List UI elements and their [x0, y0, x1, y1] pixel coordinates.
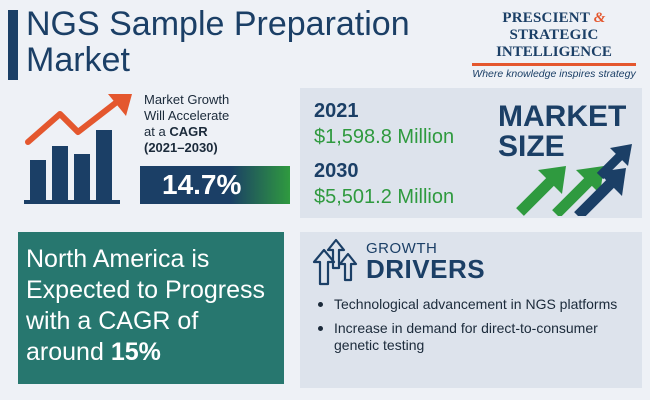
growth-panel: Market Growth Will Accelerate at a CAGR … — [8, 86, 290, 218]
growth-text: Market Growth Will Accelerate at a CAGR … — [144, 92, 284, 156]
logo-line-1: PRESCIENT & STRATEGIC — [466, 10, 642, 44]
growth-line-1: Market Growth — [144, 92, 230, 107]
market-size-label: MARKET SIZE — [498, 102, 626, 162]
logo-ampersand: & — [593, 10, 606, 26]
list-item: Increase in demand for direct-to-consume… — [314, 320, 634, 354]
growth-line-3-prefix: at a — [144, 124, 166, 139]
north-america-text: North America is Expected to Progress wi… — [26, 244, 282, 368]
market-size-panel: 2021 $1,598.8 Million 2030 $5,501.2 Mill… — [300, 88, 642, 218]
market-size-label-2: SIZE — [498, 130, 565, 163]
bar-chart-growth-icon — [24, 94, 132, 204]
na-line-3: with a CAGR of — [26, 307, 199, 335]
market-size-label-1: MARKET — [498, 100, 627, 133]
title-line-1: NGS Sample Preparation — [26, 5, 410, 43]
na-line-4-prefix: around — [26, 338, 104, 366]
growth-drivers-panel: GROWTH DRIVERS Technological advancement… — [300, 232, 642, 388]
growth-line-3: at a CAGR — [144, 124, 284, 140]
page-title: NGS Sample Preparation Market — [26, 6, 466, 78]
growth-arrows-icon — [312, 238, 358, 286]
logo-line-2: INTELLIGENCE — [496, 44, 612, 60]
value-2021: $1,598.8 Million — [314, 126, 455, 148]
logo-word-1: PRESCIENT — [502, 10, 590, 26]
company-logo: PRESCIENT & STRATEGIC INTELLIGENCE Where… — [466, 10, 642, 80]
title-line-2: Market — [26, 41, 130, 79]
na-line-4: around 15% — [26, 337, 282, 368]
na-line-1: North America is — [26, 245, 210, 273]
growth-period: (2021–2030) — [144, 140, 218, 155]
list-item: Technological advancement in NGS platfor… — [314, 296, 634, 313]
value-2030: $5,501.2 Million — [314, 186, 455, 208]
logo-word-2: STRATEGIC — [509, 27, 599, 43]
north-america-panel: North America is Expected to Progress wi… — [18, 232, 284, 384]
drivers-heading-2: DRIVERS — [366, 254, 486, 284]
logo-rule — [472, 63, 636, 66]
upward-arrows-icon — [516, 144, 632, 216]
year-2030: 2030 — [314, 160, 359, 182]
logo-tagline: Where knowledge inspires strategy — [472, 68, 636, 80]
na-cagr-value: 15% — [110, 338, 161, 366]
title-accent-bar — [8, 10, 18, 80]
na-line-2: Expected to Progress — [26, 276, 266, 304]
cagr-value: 14.7% — [140, 166, 290, 204]
growth-line-3-bold: CAGR — [169, 124, 208, 139]
drivers-list: Technological advancement in NGS platfor… — [314, 296, 634, 361]
growth-line-2: Will Accelerate — [144, 108, 230, 123]
drivers-heading-1: GROWTH — [366, 240, 438, 257]
year-2021: 2021 — [314, 100, 359, 122]
